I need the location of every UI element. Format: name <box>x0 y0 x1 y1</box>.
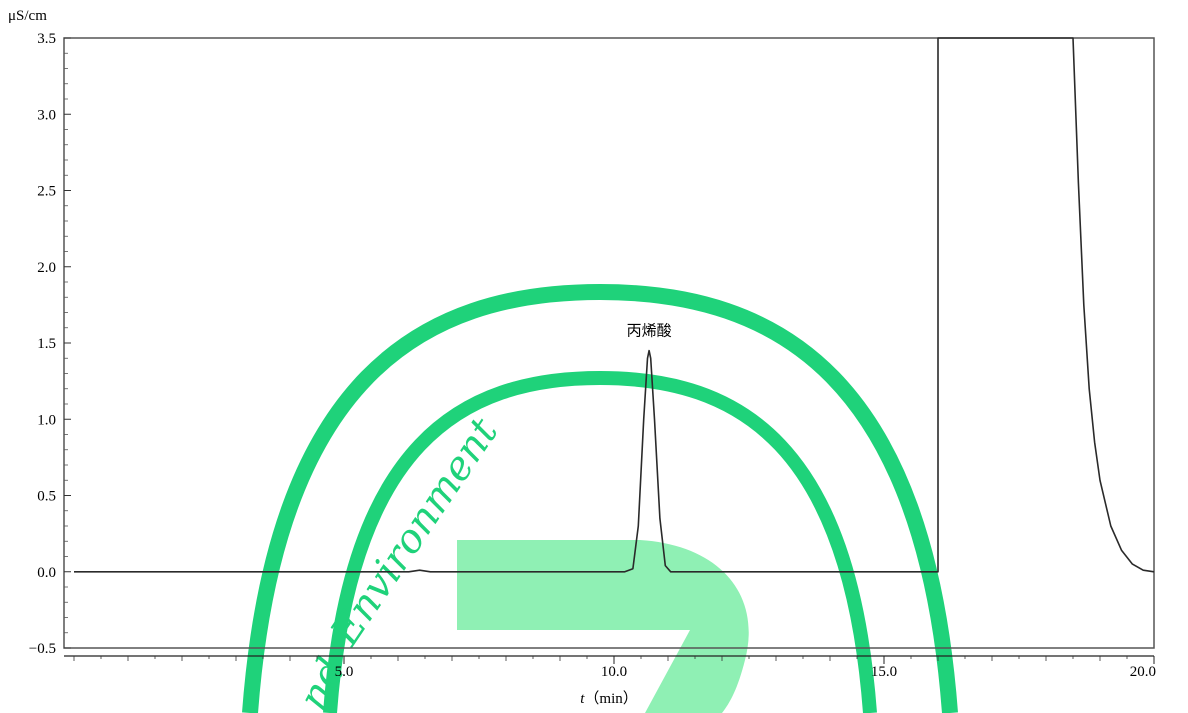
y-tick-label: −0.5 <box>29 641 56 657</box>
y-tick-label: 1.0 <box>37 412 56 428</box>
watermark-text-partial: nd <box>290 651 355 713</box>
watermark-inner-arc <box>323 370 877 713</box>
y-tick-label: 2.5 <box>37 184 56 200</box>
watermark-outer-arc <box>242 283 958 713</box>
y-tick-label: 3.5 <box>37 31 56 47</box>
watermark: Environment nd <box>242 283 958 713</box>
y-axis-unit-label: μS/cm <box>8 8 47 24</box>
peak-annotation-label: 丙烯酸 <box>627 322 672 340</box>
x-tick-label: 10.0 <box>601 664 627 680</box>
watermark-block <box>457 540 749 713</box>
x-axis-ticks: 5.0 10.0 15.0 20.0 <box>73 656 1156 680</box>
x-axis-unit: （min） <box>584 690 637 707</box>
x-axis-title: t（min） <box>580 690 638 707</box>
x-axis-variable: t <box>580 691 585 707</box>
y-tick-label: 0.0 <box>37 565 56 581</box>
y-tick-label: 0.5 <box>37 489 56 505</box>
y-axis-ticks: 3.5 3.0 2.5 2.0 1.5 1.0 0.5 0.0 −0.5 <box>29 31 71 657</box>
y-tick-label: 2.0 <box>37 260 56 276</box>
y-tick-label: 3.0 <box>37 107 56 123</box>
chromatogram-trace <box>74 37 1155 573</box>
x-tick-label: 15.0 <box>871 664 897 680</box>
x-tick-label: 20.0 <box>1130 664 1156 680</box>
series-layer <box>74 37 1155 573</box>
y-tick-label: 1.5 <box>37 336 56 352</box>
x-tick-label: 5.0 <box>335 664 354 680</box>
